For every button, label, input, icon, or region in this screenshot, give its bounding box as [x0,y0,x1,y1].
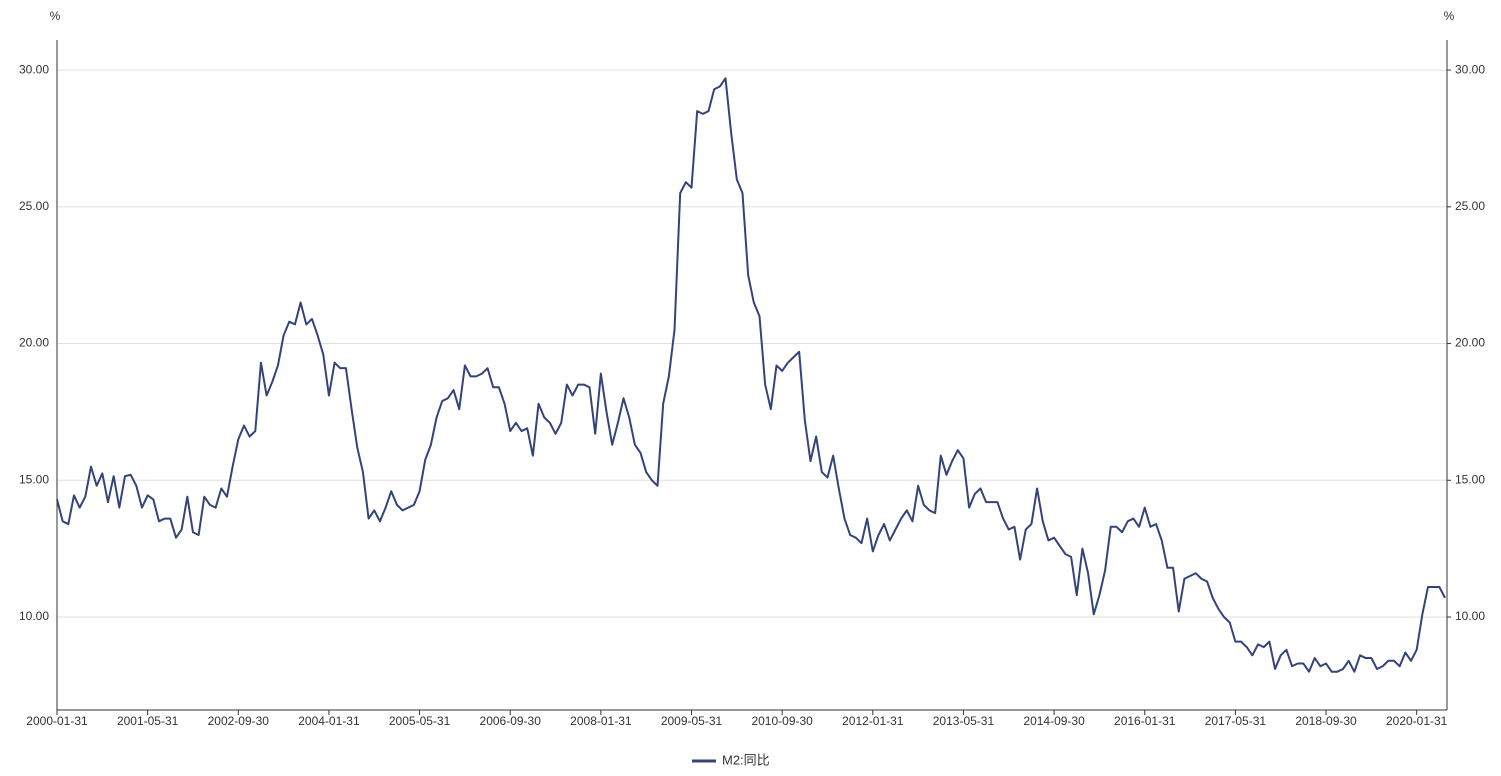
x-tick-label: 2014-09-30 [1023,714,1085,728]
x-tick-label: 2008-01-31 [570,714,632,728]
y-tick-label: 10.00 [19,609,49,623]
x-tick-label: 2013-05-31 [933,714,995,728]
x-tick-label: 2009-05-31 [661,714,723,728]
y2-axis-label: % [1444,9,1455,23]
y2-tick-label: 10.00 [1455,609,1485,623]
x-tick-label: 2005-05-31 [389,714,451,728]
x-tick-label: 2006-09-30 [480,714,542,728]
x-tick-label: 2018-09-30 [1295,714,1357,728]
x-tick-label: 2016-01-31 [1114,714,1176,728]
y2-tick-label: 15.00 [1455,472,1485,486]
legend-label[interactable]: M2:同比 [722,752,770,767]
x-tick-label: 2010-09-30 [751,714,813,728]
y2-tick-label: 30.00 [1455,62,1485,76]
y2-tick-label: 25.00 [1455,199,1485,213]
x-tick-label: 2004-01-31 [298,714,360,728]
y-tick-label: 15.00 [19,472,49,486]
x-tick-label: 2002-09-30 [208,714,270,728]
x-tick-label: 2001-05-31 [117,714,179,728]
x-tick-label: 2020-01-31 [1386,714,1448,728]
x-tick-label: 2000-01-31 [26,714,88,728]
y2-tick-label: 20.00 [1455,336,1485,350]
y-tick-label: 30.00 [19,62,49,76]
line-series [56,77,1446,673]
y-tick-label: 20.00 [19,336,49,350]
x-tick-label: 2012-01-31 [842,714,904,728]
x-tick-label: 2017-05-31 [1205,714,1267,728]
y-tick-label: 25.00 [19,199,49,213]
y-axis-label: % [50,9,61,23]
